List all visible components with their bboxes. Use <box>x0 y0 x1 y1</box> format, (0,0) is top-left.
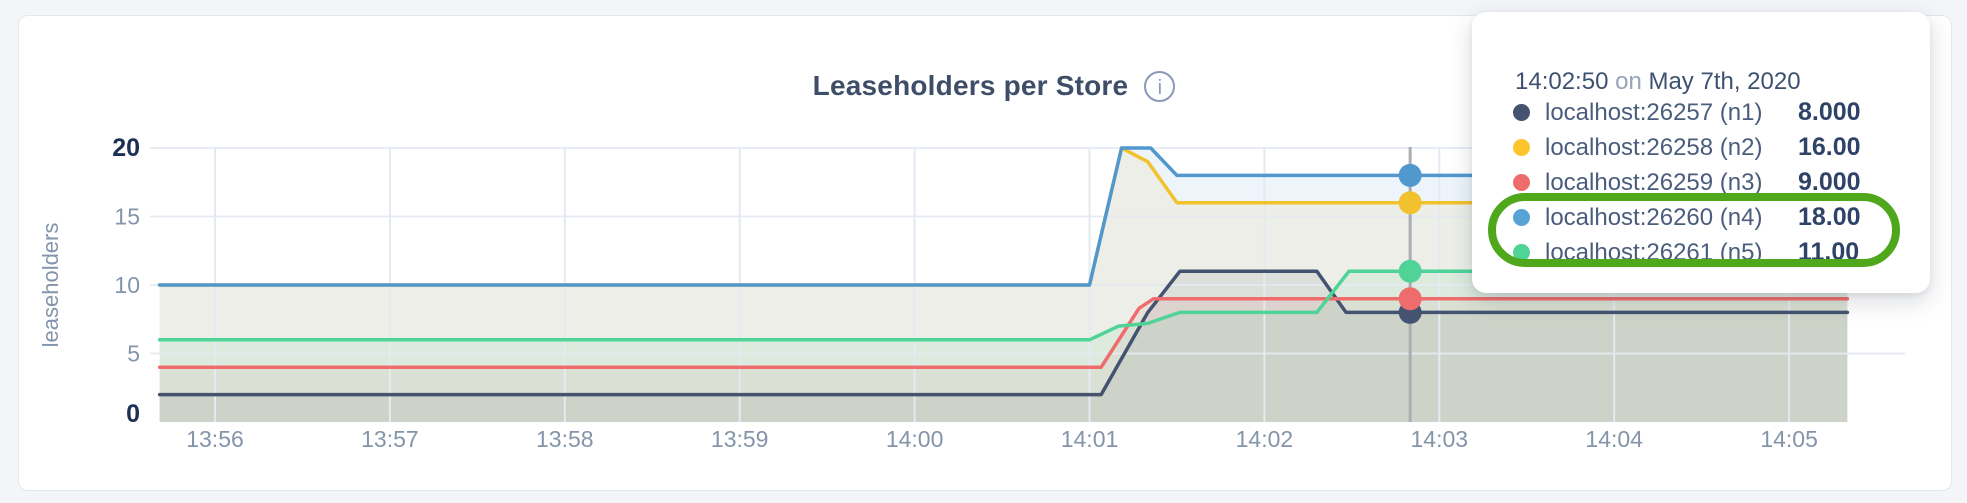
series-value: 9.000 <box>1798 168 1861 196</box>
tooltip-rows: localhost:26257 (n1) 8.000 localhost:26258… <box>1513 95 1912 270</box>
x-tick-label: 14:00 <box>886 426 944 452</box>
y-tick-label: 10 <box>114 272 140 298</box>
tooltip-row: localhost:26261 (n5) 11.00 <box>1513 235 1912 270</box>
x-tick-label: 13:57 <box>361 426 419 452</box>
series-color-dot <box>1513 104 1530 121</box>
x-tick-label: 14:04 <box>1585 426 1643 452</box>
series-label: localhost:26258 (n2) <box>1545 133 1763 161</box>
y-tick-label: 5 <box>127 341 140 367</box>
tooltip-date: May 7th, 2020 <box>1648 68 1801 95</box>
series-area-n1 <box>159 271 1848 422</box>
series-line-n5 <box>157 269 1850 342</box>
tooltip-header: 14:02:50 on May 7th, 2020 <box>1515 68 1801 96</box>
x-tick-label: 14:03 <box>1411 426 1469 452</box>
x-tick-label: 14:05 <box>1760 426 1818 452</box>
series-area-n3 <box>159 298 1848 422</box>
series-color-dot <box>1513 174 1530 191</box>
chart-title: Leaseholders per Store <box>812 70 1129 101</box>
series-value: 11.00 <box>1798 238 1860 266</box>
y-tick-label: 0 <box>126 400 140 428</box>
x-tick-label: 13:56 <box>186 426 244 452</box>
series-line-n1 <box>157 269 1850 397</box>
tooltip-row: localhost:26260 (n4) 18.00 <box>1513 200 1912 235</box>
x-tick-label: 13:58 <box>536 426 594 452</box>
series-label: localhost:26261 (n5) <box>1545 238 1763 266</box>
hover-tooltip: 14:02:50 on May 7th, 2020 localhost:2625… <box>1472 12 1930 293</box>
hover-dot-n3 <box>1398 287 1422 311</box>
tooltip-row: localhost:26258 (n2) 16.00 <box>1513 130 1912 165</box>
tooltip-row: localhost:26259 (n3) 9.000 <box>1513 165 1912 200</box>
series-label: localhost:26257 (n1) <box>1545 98 1763 126</box>
y-axis-title: leaseholders <box>38 223 63 348</box>
series-label: localhost:26260 (n4) <box>1545 203 1763 231</box>
series-color-dot <box>1513 209 1530 226</box>
series-area-n5 <box>159 271 1848 422</box>
series-label: localhost:26259 (n3) <box>1545 168 1763 196</box>
chart-header: Leaseholders per Store i <box>99 66 1889 106</box>
y-tick-label: 20 <box>112 134 140 162</box>
tooltip-row: localhost:26257 (n1) 8.000 <box>1513 95 1912 130</box>
series-line-n4 <box>157 146 1850 287</box>
info-icon[interactable]: i <box>1144 70 1176 102</box>
series-value: 18.00 <box>1798 203 1861 231</box>
x-tick-label: 14:02 <box>1236 426 1294 452</box>
y-tick-label: 15 <box>114 204 140 230</box>
series-line-n3 <box>157 296 1850 369</box>
tooltip-time: 14:02:50 <box>1515 68 1609 95</box>
series-color-dot <box>1513 244 1530 261</box>
hover-dot-n5 <box>1398 259 1422 283</box>
x-tick-label: 14:01 <box>1061 426 1119 452</box>
hover-dot-n4 <box>1398 163 1422 187</box>
series-value: 16.00 <box>1798 133 1861 161</box>
series-value: 8.000 <box>1798 98 1861 126</box>
hover-dot-n2 <box>1398 191 1422 215</box>
series-color-dot <box>1513 139 1530 156</box>
tooltip-on-word: on <box>1615 68 1642 95</box>
x-tick-label: 13:59 <box>711 426 769 452</box>
